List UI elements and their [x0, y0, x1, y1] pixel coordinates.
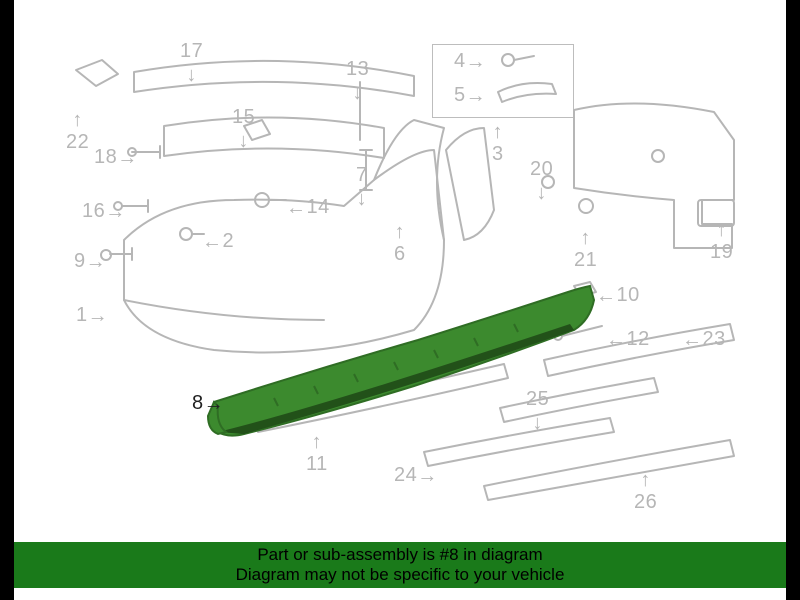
parts-diagram: 17↓ 4→ 5→ ↑3 13↓ ↑22 15↓ 18→ 7↓ 20↓ ↑6 16→ ←14 ←2 ↑19 ↑… — [14, 0, 786, 600]
callout-19: ↑19 — [710, 218, 733, 264]
callout-8: 8→ — [192, 392, 224, 415]
callout-5: 5→ — [454, 84, 486, 107]
callout-15: 15↓ — [232, 106, 255, 152]
callout-22: ↑22 — [66, 108, 89, 154]
callout-12: ←12 — [606, 328, 650, 351]
letterbox-left — [0, 0, 14, 600]
caption-line-2: Diagram may not be specific to your vehi… — [236, 565, 565, 585]
callout-4: 4→ — [454, 50, 486, 73]
screenshot-frame: 17↓ 4→ 5→ ↑3 13↓ ↑22 15↓ 18→ 7↓ 20↓ ↑6 16→ ←14 ←2 ↑19 ↑… — [0, 0, 800, 600]
callout-16: 16→ — [82, 200, 126, 223]
callout-1: 1→ — [76, 304, 108, 327]
callout-23: ←23 — [682, 328, 726, 351]
callout-14: ←14 — [286, 196, 330, 219]
callout-13: 13↓ — [346, 58, 369, 104]
callout-6: ↑6 — [394, 220, 406, 266]
callout-9: 9→ — [74, 250, 106, 273]
callout-3: ↑3 — [492, 120, 504, 166]
callout-11: ↑11 — [306, 430, 328, 476]
callout-7: 7↓ — [356, 164, 368, 210]
callout-2: ←2 — [202, 230, 234, 253]
callout-24: 24→ — [394, 464, 438, 487]
diagram-svg — [14, 0, 786, 600]
callout-20: 20↓ — [530, 158, 553, 204]
caption-line-1: Part or sub-assembly is #8 in diagram — [257, 545, 542, 565]
callout-25: 25↓ — [526, 388, 549, 434]
callout-17: 17↓ — [180, 40, 203, 86]
callout-18: 18→ — [94, 146, 138, 169]
caption-bar: Part or sub-assembly is #8 in diagram Di… — [14, 542, 786, 588]
callout-10: ←10 — [596, 284, 640, 307]
callout-21: ↑21 — [574, 226, 597, 272]
callout-26: ↑26 — [634, 468, 657, 514]
letterbox-right — [786, 0, 800, 600]
